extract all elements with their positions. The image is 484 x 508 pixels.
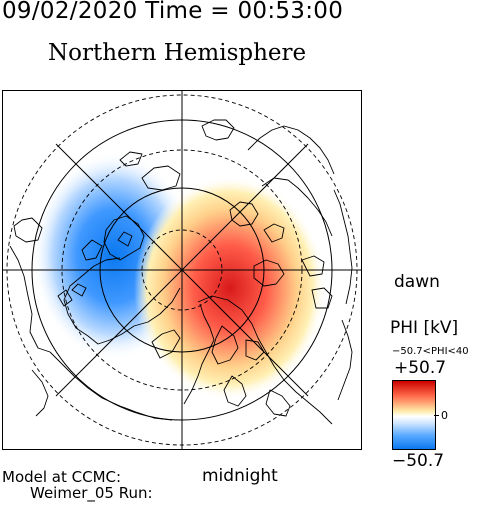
dawn-label: dawn [394,272,440,292]
colorbar-max: +50.7 [394,358,447,378]
colorbar-title: PHI [kV] [390,318,459,338]
midnight-label: midnight [202,466,278,486]
colorbar [392,380,436,450]
colorbar-zero: 0 [441,409,448,422]
run-label: Weimer_05 Run: [30,484,153,502]
grid [2,90,362,450]
polar-map [2,90,362,450]
colorbar-zero-tick [434,415,439,416]
colorbar-range: −50.7<PHI<40 [392,346,469,357]
model-label: Model at CCMC: [2,468,122,486]
map-title: Northern Hemisphere [48,40,307,66]
meridian-diagonal-2 [55,143,309,397]
colorbar-min: −50.7 [392,451,445,471]
header-datetime: 09/02/2020 Time = 00:53:00 [2,0,344,24]
